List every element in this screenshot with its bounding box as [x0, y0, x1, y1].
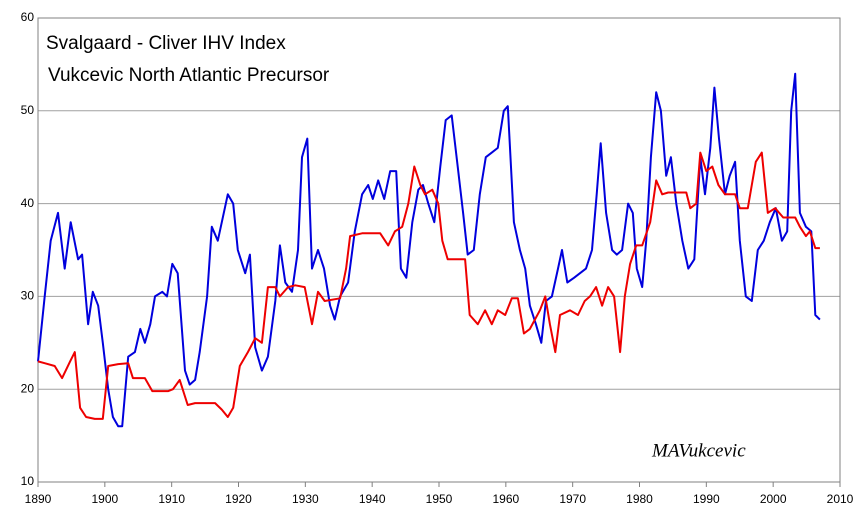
y-tick-label: 20 — [21, 381, 35, 395]
x-tick-label: 1980 — [626, 492, 653, 506]
series-line — [37, 72, 821, 428]
y-tick-label: 30 — [21, 289, 35, 303]
y-tick-label: 40 — [21, 196, 35, 210]
plot-frame — [37, 17, 841, 483]
legend-entry: Vukcevic North Atlantic Precursor — [48, 65, 330, 86]
x-tick-label: 1990 — [693, 492, 720, 506]
x-tick-label: 1890 — [25, 492, 52, 506]
x-tick-label: 1920 — [225, 492, 252, 506]
x-tick-label: 2010 — [827, 492, 854, 506]
series-line — [37, 151, 820, 420]
x-tick-label: 1970 — [559, 492, 586, 506]
y-tick-label: 10 — [21, 474, 35, 488]
y-tick-label: 60 — [21, 10, 35, 24]
x-tick-label: 2000 — [760, 492, 787, 506]
x-tick-label: 1930 — [292, 492, 319, 506]
y-tick-label: 50 — [21, 103, 35, 117]
x-tick-label: 1900 — [91, 492, 118, 506]
x-tick-label: 1950 — [426, 492, 453, 506]
x-tick-label: 1960 — [492, 492, 519, 506]
x-tick-label: 1910 — [158, 492, 185, 506]
legend-entry: Svalgaard - Cliver IHV Index — [46, 33, 286, 54]
annotation: MAVukcevic — [651, 440, 746, 461]
x-tick-label: 1940 — [359, 492, 386, 506]
